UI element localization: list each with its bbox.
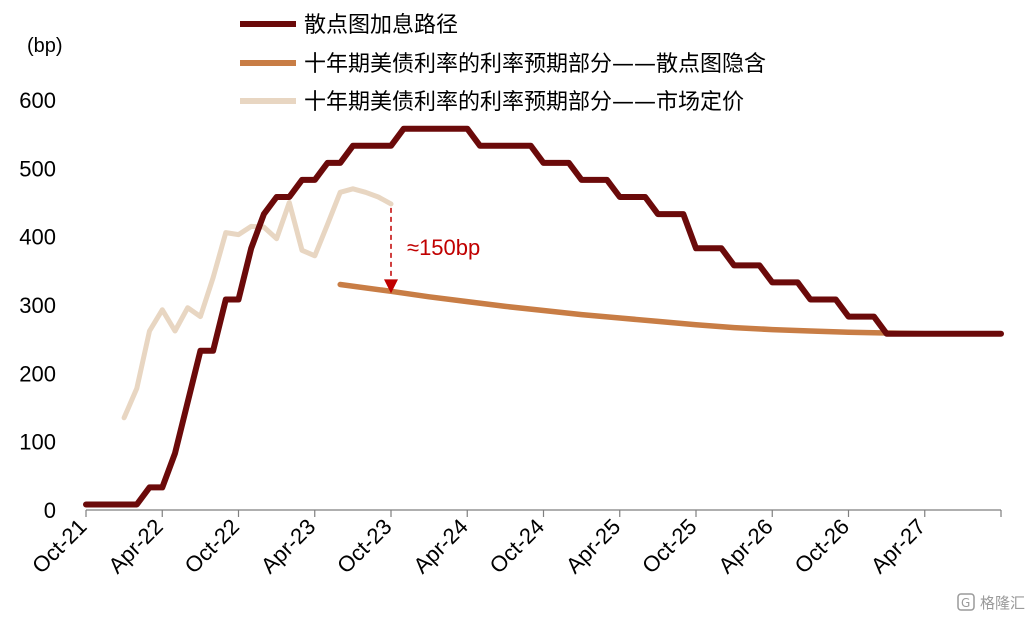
annotation-label: ≈150bp — [407, 235, 480, 260]
x-tick-label: Oct-26 — [790, 514, 854, 578]
plot-area — [83, 125, 1004, 508]
y-tick-label: 500 — [19, 156, 56, 181]
y-tick-label: 100 — [19, 430, 56, 455]
watermark-logo-letter: G — [961, 596, 970, 610]
annotation-layer: ≈150bp — [384, 207, 480, 294]
y-tick-label: 0 — [44, 498, 56, 523]
y-tick-label: 400 — [19, 225, 56, 250]
y-tick-label: 600 — [19, 88, 56, 113]
legend-label: 散点图加息路径 — [304, 13, 458, 38]
x-tick-label: Apr-27 — [866, 514, 930, 578]
watermark-logo-icon — [957, 593, 975, 611]
x-tick-label: Apr-22 — [103, 514, 167, 578]
y-axis-unit-label: (bp) — [27, 35, 63, 57]
x-tick-label: Oct-24 — [485, 514, 549, 578]
watermark: G 格隆汇 — [957, 593, 1025, 612]
x-axis: Oct-21 Apr-22 Oct-22 Apr-23 Oct-23 Apr-24 Oct-… — [27, 509, 1002, 578]
x-tick-label: Apr-24 — [408, 514, 472, 578]
x-tick-label: Oct-21 — [27, 514, 91, 578]
series-line-2 — [337, 281, 1004, 337]
legend-label: 十年期美债利率的利率预期部分——市场定价 — [304, 90, 744, 115]
x-tick-label: Oct-22 — [180, 514, 244, 578]
legend-label: 十年期美债利率的利率预期部分——散点图隐含 — [304, 52, 766, 77]
x-tick-label: Oct-23 — [332, 514, 396, 578]
x-tick-label: Apr-26 — [713, 514, 777, 578]
legend: 散点图加息路径十年期美债利率的利率预期部分——散点图隐含十年期美债利率的利率预期… — [240, 13, 766, 115]
y-tick-label: 200 — [19, 361, 56, 386]
x-tick-label: Oct-25 — [637, 514, 701, 578]
x-tick-label: Apr-25 — [561, 514, 625, 578]
y-tick-label: 300 — [19, 293, 56, 318]
series-line-1 — [83, 125, 1004, 508]
y-axis-ticks: 0 100 200 300 400 500 600 — [19, 88, 56, 523]
x-tick-label: Apr-23 — [256, 514, 320, 578]
annotation-arrowhead-icon — [384, 279, 398, 294]
watermark-text: 格隆汇 — [980, 594, 1025, 612]
